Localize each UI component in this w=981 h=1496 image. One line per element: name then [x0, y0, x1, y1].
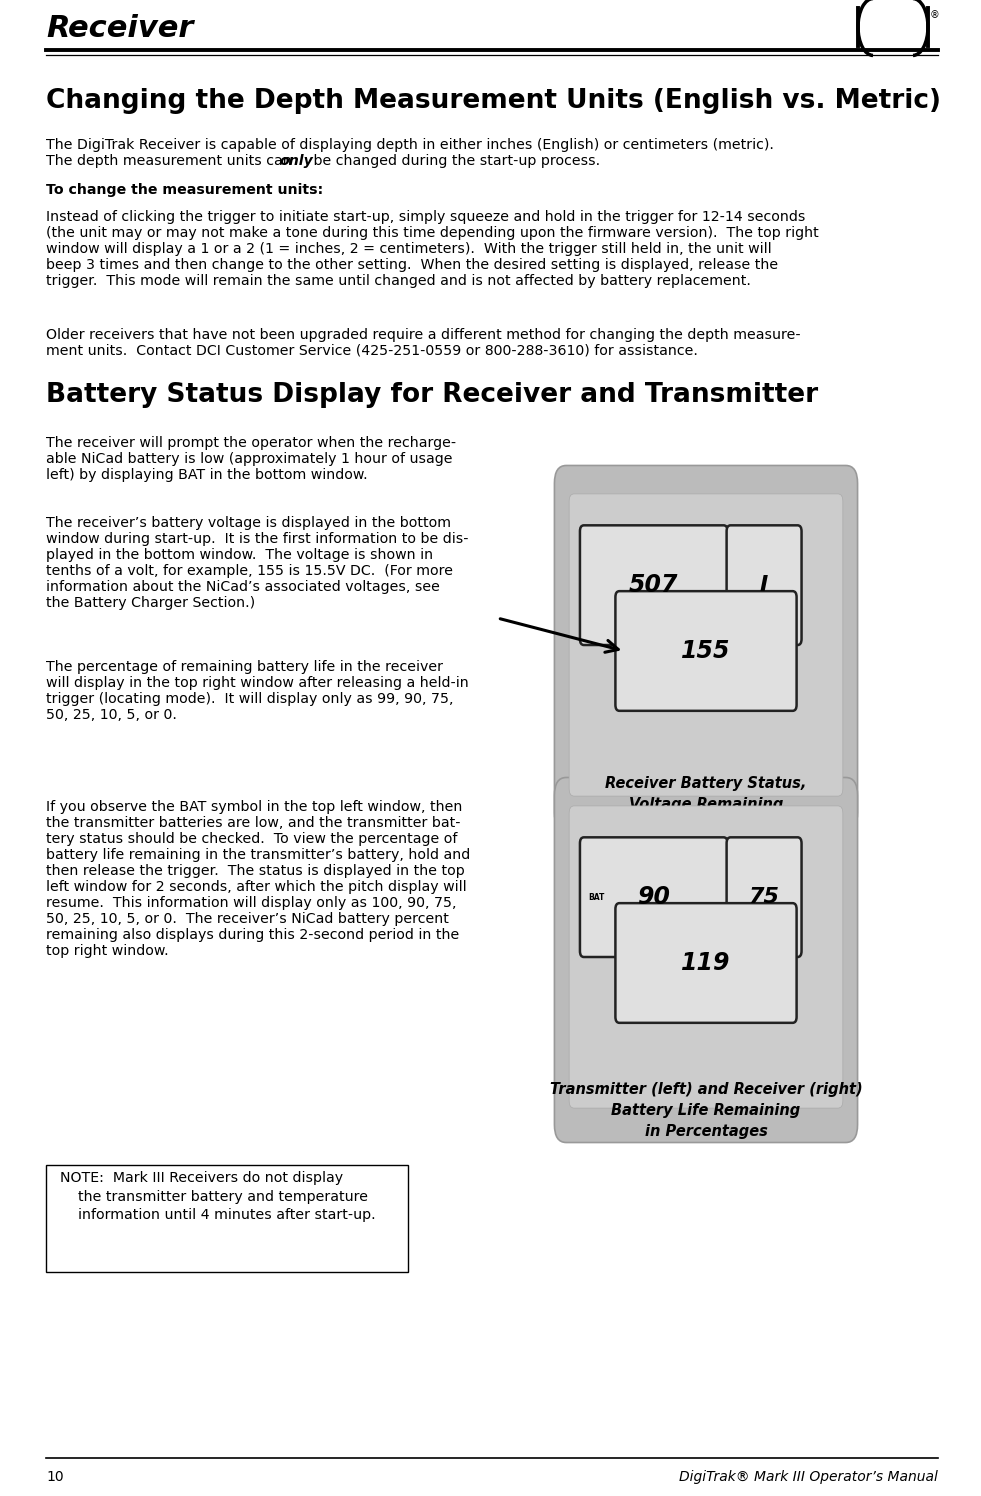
Text: The receiver’s battery voltage is displayed in the bottom: The receiver’s battery voltage is displa… — [46, 516, 451, 530]
FancyBboxPatch shape — [615, 904, 797, 1023]
Text: 119: 119 — [681, 951, 731, 975]
FancyBboxPatch shape — [569, 494, 843, 796]
Text: Instead of clicking the trigger to initiate start-up, simply squeeze and hold in: Instead of clicking the trigger to initi… — [46, 209, 805, 224]
Text: 90: 90 — [638, 886, 670, 910]
Text: Changing the Depth Measurement Units (English vs. Metric): Changing the Depth Measurement Units (En… — [46, 88, 941, 114]
Text: The receiver will prompt the operator when the recharge-: The receiver will prompt the operator wh… — [46, 435, 456, 450]
Text: window will display a 1 or a 2 (1 = inches, 2 = centimeters).  With the trigger : window will display a 1 or a 2 (1 = inch… — [46, 242, 772, 256]
Text: NOTE:  Mark III Receivers do not display
    the transmitter battery and tempera: NOTE: Mark III Receivers do not display … — [60, 1171, 376, 1222]
Text: battery life remaining in the transmitter’s battery, hold and: battery life remaining in the transmitte… — [46, 848, 470, 862]
Text: (the unit may or may not make a tone during this time depending upon the firmwar: (the unit may or may not make a tone dur… — [46, 226, 819, 239]
Text: I: I — [760, 574, 768, 595]
Text: trigger.  This mode will remain the same until changed and is not affected by ba: trigger. This mode will remain the same … — [46, 274, 750, 289]
Text: 155: 155 — [681, 639, 731, 663]
Text: 75: 75 — [749, 887, 780, 907]
FancyBboxPatch shape — [580, 525, 728, 645]
Text: be changed during the start-up process.: be changed during the start-up process. — [309, 154, 600, 168]
Text: top right window.: top right window. — [46, 944, 169, 957]
Text: remaining also displays during this 2-second period in the: remaining also displays during this 2-se… — [46, 928, 459, 942]
Text: 507: 507 — [629, 573, 679, 597]
FancyBboxPatch shape — [615, 591, 797, 711]
Text: ®: ® — [930, 10, 940, 19]
Text: 10: 10 — [46, 1471, 64, 1484]
Text: tenths of a volt, for example, 155 is 15.5V DC.  (For more: tenths of a volt, for example, 155 is 15… — [46, 564, 453, 577]
Text: beep 3 times and then change to the other setting.  When the desired setting is : beep 3 times and then change to the othe… — [46, 257, 778, 272]
Text: window during start-up.  It is the first information to be dis-: window during start-up. It is the first … — [46, 533, 469, 546]
Text: the transmitter batteries are low, and the transmitter bat-: the transmitter batteries are low, and t… — [46, 815, 460, 830]
Text: The percentage of remaining battery life in the receiver: The percentage of remaining battery life… — [46, 660, 443, 675]
Text: information about the NiCad’s associated voltages, see: information about the NiCad’s associated… — [46, 580, 439, 594]
FancyBboxPatch shape — [727, 525, 801, 645]
Text: The depth measurement units can: The depth measurement units can — [46, 154, 296, 168]
Text: The DigiTrak Receiver is capable of displaying depth in either inches (English) : The DigiTrak Receiver is capable of disp… — [46, 138, 774, 153]
Text: Battery Status Display for Receiver and Transmitter: Battery Status Display for Receiver and … — [46, 381, 818, 408]
FancyBboxPatch shape — [554, 465, 857, 830]
FancyBboxPatch shape — [727, 838, 801, 957]
Text: tery status should be checked.  To view the percentage of: tery status should be checked. To view t… — [46, 832, 457, 847]
Text: 50, 25, 10, 5, or 0.: 50, 25, 10, 5, or 0. — [46, 708, 177, 723]
Text: If you observe the BAT symbol in the top left window, then: If you observe the BAT symbol in the top… — [46, 800, 462, 814]
FancyBboxPatch shape — [46, 1165, 408, 1272]
Text: will display in the top right window after releasing a held-in: will display in the top right window aft… — [46, 676, 469, 690]
Text: DigiTrak® Mark III Operator’s Manual: DigiTrak® Mark III Operator’s Manual — [679, 1471, 938, 1484]
Text: left) by displaying BAT in the bottom window.: left) by displaying BAT in the bottom wi… — [46, 468, 368, 482]
Text: 50, 25, 10, 5, or 0.  The receiver’s NiCad battery percent: 50, 25, 10, 5, or 0. The receiver’s NiCa… — [46, 913, 449, 926]
Text: the Battery Charger Section.): the Battery Charger Section.) — [46, 595, 255, 610]
FancyBboxPatch shape — [569, 806, 843, 1109]
FancyBboxPatch shape — [554, 778, 857, 1143]
Text: left window for 2 seconds, after which the pitch display will: left window for 2 seconds, after which t… — [46, 880, 467, 895]
Text: Older receivers that have not been upgraded require a different method for chang: Older receivers that have not been upgra… — [46, 328, 800, 343]
FancyBboxPatch shape — [580, 838, 728, 957]
Text: trigger (locating mode).  It will display only as 99, 90, 75,: trigger (locating mode). It will display… — [46, 693, 453, 706]
Text: then release the trigger.  The status is displayed in the top: then release the trigger. The status is … — [46, 865, 465, 878]
Text: only: only — [279, 154, 313, 168]
Text: To change the measurement units:: To change the measurement units: — [46, 183, 324, 197]
Text: Transmitter (left) and Receiver (right)
Battery Life Remaining
in Percentages: Transmitter (left) and Receiver (right) … — [549, 1082, 862, 1138]
Text: Receiver Battery Status,
Voltage Remaining: Receiver Battery Status, Voltage Remaini… — [605, 776, 806, 812]
Text: played in the bottom window.  The voltage is shown in: played in the bottom window. The voltage… — [46, 548, 434, 562]
Text: BAT: BAT — [588, 893, 604, 902]
Text: Receiver: Receiver — [46, 13, 193, 43]
Text: resume.  This information will display only as 100, 90, 75,: resume. This information will display on… — [46, 896, 456, 910]
Text: ment units.  Contact DCI Customer Service (425-251-0559 or 800-288-3610) for ass: ment units. Contact DCI Customer Service… — [46, 344, 697, 358]
Text: able NiCad battery is low (approximately 1 hour of usage: able NiCad battery is low (approximately… — [46, 452, 452, 465]
